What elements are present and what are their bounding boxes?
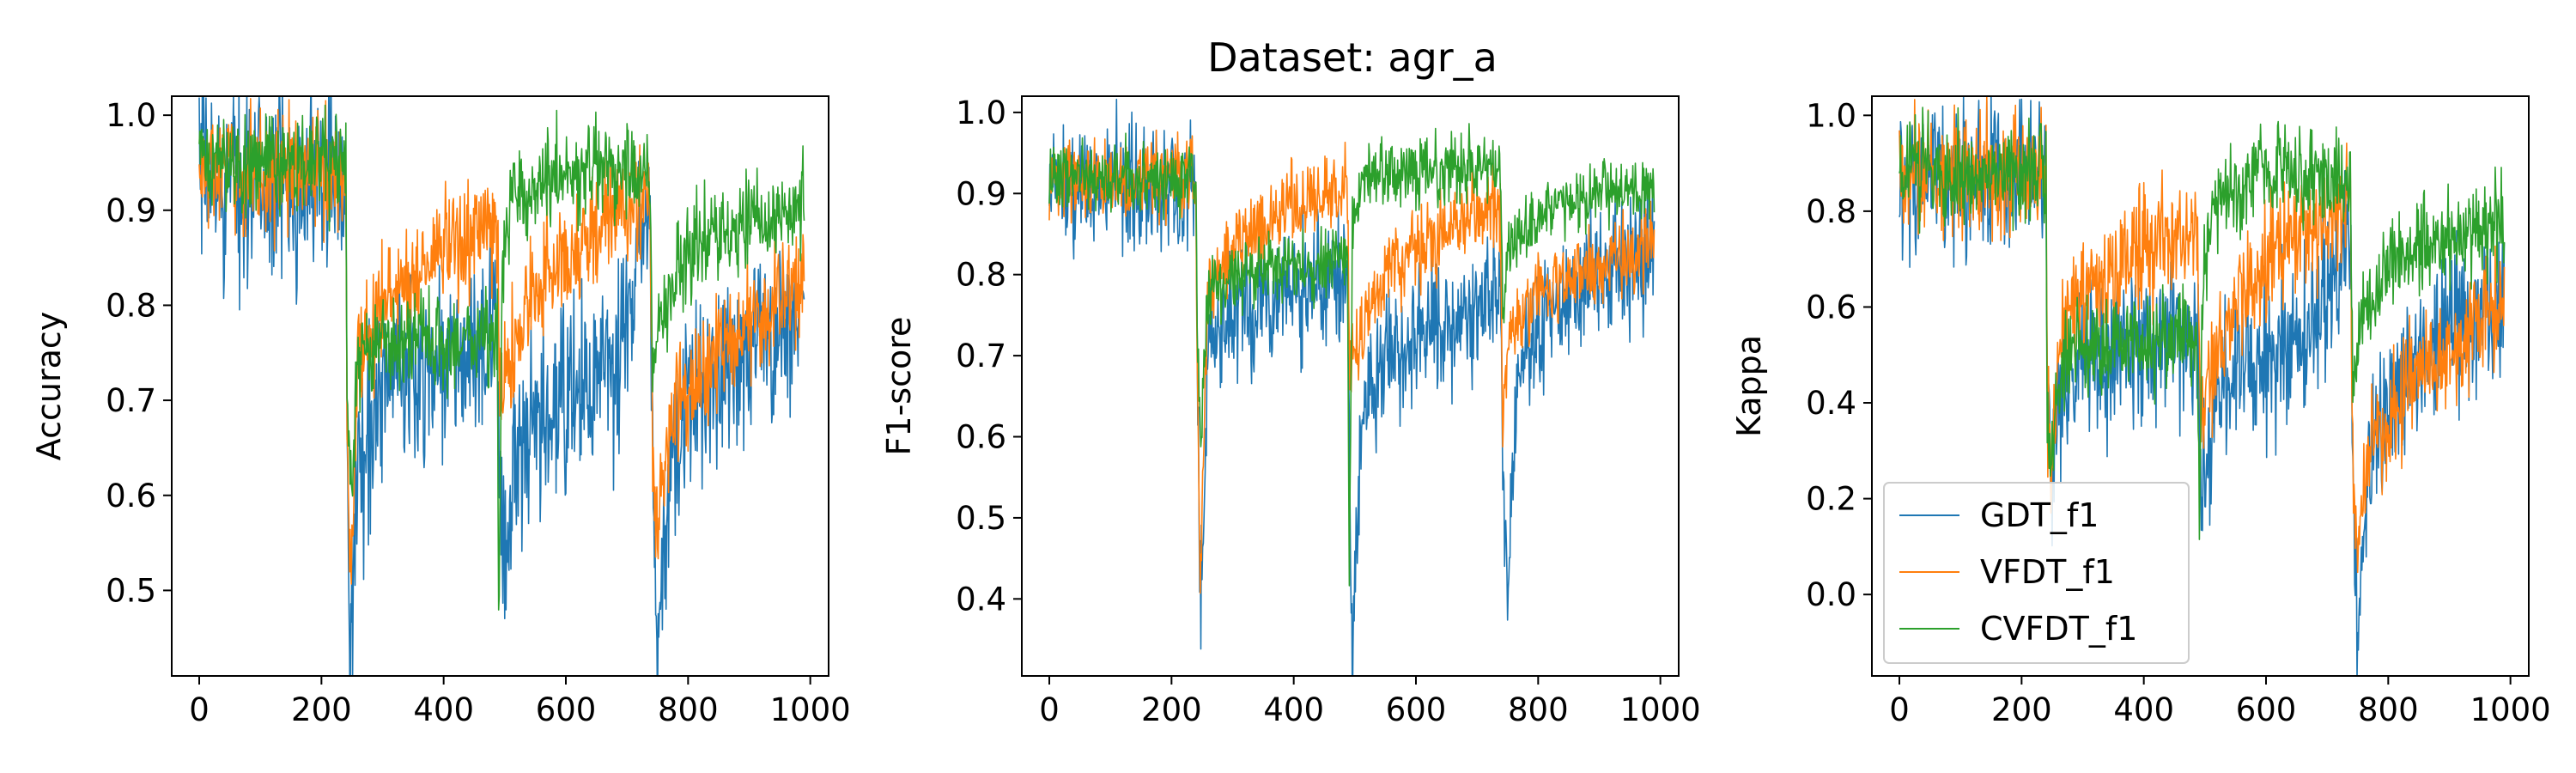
y-tick-label: 1.0: [1806, 97, 1856, 134]
x-tick-label: 1000: [1620, 691, 1701, 728]
y-tick-label: 0.6: [106, 478, 156, 514]
x-tick-label: 400: [2113, 691, 2174, 728]
x-tick-label: 0: [1039, 691, 1060, 728]
subplot-1: 0 200 400 600 800 1000 0.5 0.6 0.7 0.8 0.9 1.0 Accur…: [30, 95, 851, 728]
y-tick-label: 0.0: [1806, 576, 1856, 613]
series-line-GDT_f1: [198, 96, 805, 676]
y-tick-label: 0.4: [1806, 385, 1856, 422]
y-tick-label: 0.8: [106, 287, 156, 324]
subplot-2: 0 200 400 600 800 1000 0.4 0.5 0.6 0.7 0.8 0.9 1.0 F1…: [880, 94, 1701, 728]
x-tick-label: 1000: [770, 691, 851, 728]
y-tick-label: 1.0: [106, 97, 156, 134]
series-line-CVFDT_f1: [1048, 123, 1656, 587]
y-tick-label: 0.9: [956, 175, 1006, 212]
axes-frame: [1021, 95, 1680, 677]
x-tick-label: 200: [291, 691, 352, 728]
axes-frame: [171, 95, 829, 677]
y-tick-label: 0.2: [1806, 481, 1856, 518]
x-tick-label: 200: [1991, 691, 2052, 728]
subplot-3: 0 200 400 600 800 1000 0.0 0.2 0.4 0.6 0.8 1.0 Kappa…: [1730, 95, 2551, 728]
y-axis-label: Accuracy: [30, 312, 68, 461]
y-tick-label: 0.5: [956, 500, 1006, 537]
y-tick-label: 0.6: [1806, 289, 1856, 326]
y-tick-label: 1.0: [956, 94, 1006, 131]
y-tick-label: 0.5: [106, 572, 156, 609]
x-tick-label: 600: [1386, 691, 1447, 728]
y-tick-label: 0.4: [956, 581, 1006, 618]
x-tick-label: 0: [189, 691, 210, 728]
x-tick-label: 1000: [2470, 691, 2551, 728]
x-tick-label: 400: [1263, 691, 1324, 728]
legend-label-CVFDT_f1: CVFDT_f1: [1980, 610, 2137, 648]
y-tick-label: 0.7: [956, 338, 1006, 374]
subplots: 0 200 400 600 800 1000 0.5 0.6 0.7 0.8 0.9 1.0 Accur…: [30, 94, 2551, 728]
series-line-CVFDT_f1: [198, 104, 805, 611]
y-tick-label: 0.8: [956, 257, 1006, 294]
x-tick-label: 400: [413, 691, 474, 728]
series-group: [1048, 98, 1656, 676]
x-tick-label: 800: [2358, 691, 2419, 728]
axes-frame: [1871, 95, 2530, 677]
legend-label-VFDT_f1: VFDT_f1: [1980, 553, 2115, 591]
y-axis-label: Kappa: [1730, 335, 1768, 437]
series-line-CVFDT_f1: [1899, 107, 2506, 540]
x-tick-label: 200: [1141, 691, 1202, 728]
x-tick-label: 0: [1889, 691, 1910, 728]
x-tick-label: 600: [536, 691, 597, 728]
legend-label-GDT_f1: GDT_f1: [1980, 496, 2099, 534]
x-tick-label: 800: [1508, 691, 1569, 728]
series-group: [198, 96, 805, 676]
legend-box: [1883, 482, 2190, 664]
y-tick-label: 0.6: [956, 419, 1006, 456]
figure-title: Dataset: agr_a: [1207, 34, 1498, 81]
y-tick-label: 0.8: [1806, 193, 1856, 230]
x-tick-label: 600: [2236, 691, 2297, 728]
y-tick-label: 0.9: [106, 192, 156, 229]
series-group: [1899, 96, 2506, 676]
x-tick-label: 800: [658, 691, 719, 728]
y-axis-label: F1-score: [880, 317, 918, 456]
legend: GDT_f1 VFDT_f1 CVFDT_f1: [1883, 482, 2190, 664]
y-tick-label: 0.7: [106, 382, 156, 419]
